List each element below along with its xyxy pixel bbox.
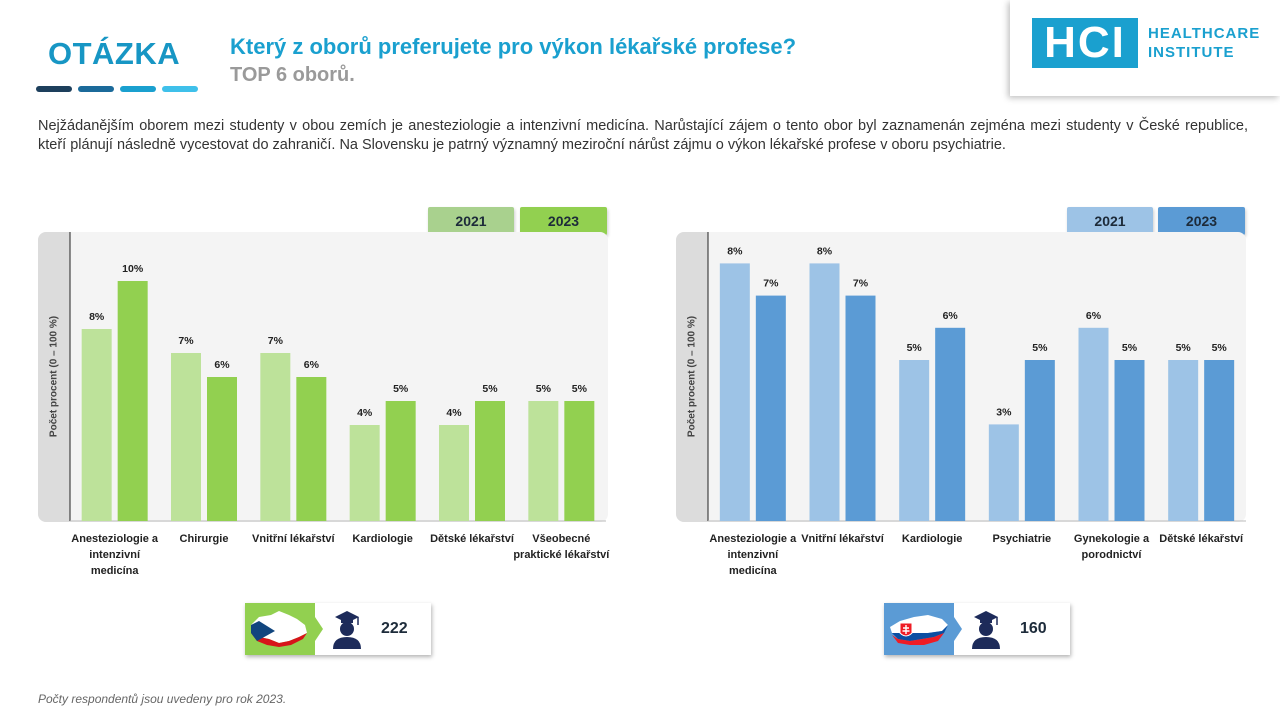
data-label-cz-2021-3: 4% <box>357 407 373 419</box>
bar-cz-2021-3 <box>349 425 380 521</box>
category-label-cz-3: Kardiologie <box>352 533 413 545</box>
respondents-sk: 160 <box>884 603 1070 655</box>
bar-cz-2023-5 <box>564 401 595 521</box>
category-label-cz-2: Vnitřní lékařství <box>252 533 335 545</box>
bar-sk-2021-4 <box>1078 327 1109 521</box>
logo-text: HEALTHCARE INSTITUTE <box>1148 24 1260 62</box>
graduate-student-icon <box>954 611 1000 649</box>
bar-cz-2021-4 <box>439 425 469 521</box>
slovakia-map-icon <box>884 603 954 655</box>
bar-sk-2021-5 <box>1168 360 1199 521</box>
bar-sk-2023-2 <box>935 327 966 521</box>
logo: HCI HEALTHCARE INSTITUTE <box>1010 0 1280 96</box>
respondent-count-sk: 160 <box>1020 620 1047 637</box>
chart-sk-axis-band <box>676 232 708 522</box>
data-label-sk-2021-1: 8% <box>817 245 833 257</box>
data-label-sk-2023-2: 6% <box>943 310 959 322</box>
bar-cz-2021-1 <box>171 353 201 521</box>
czech-republic-map-icon <box>245 603 315 655</box>
data-label-cz-2021-4: 4% <box>446 407 462 419</box>
page-subtitle: TOP 6 oborů. <box>230 64 355 86</box>
heading-decoration <box>36 86 201 92</box>
question-heading: OTÁZKA <box>48 36 181 71</box>
graduate-student-icon <box>315 603 361 655</box>
bar-cz-2023-2 <box>296 377 327 521</box>
legend-sk-2021: 2021 <box>1067 207 1153 235</box>
bar-cz-2023-0 <box>117 281 148 521</box>
bar-sk-2023-5 <box>1204 360 1235 521</box>
category-label-cz-5: Všeobecné praktické lékařství <box>513 533 610 561</box>
bar-sk-2023-4 <box>1114 360 1145 521</box>
bar-sk-2021-0 <box>719 263 750 521</box>
footnote: Počty respondentů jsou uvedeny pro rok 2… <box>38 692 287 706</box>
data-label-cz-2023-5: 5% <box>572 383 588 395</box>
bar-sk-2021-2 <box>899 360 930 521</box>
data-label-sk-2023-4: 5% <box>1122 342 1138 354</box>
bar-cz-2023-4 <box>475 401 505 521</box>
bar-cz-2021-0 <box>81 329 112 521</box>
category-label-sk-0: Anesteziologie a intenzivní medicína <box>709 533 797 577</box>
data-label-sk-2023-0: 7% <box>763 278 779 290</box>
bar-cz-2021-5 <box>528 401 559 521</box>
bar-cz-2023-3 <box>385 401 416 521</box>
bar-sk-2021-3 <box>988 424 1019 521</box>
data-label-cz-2021-5: 5% <box>536 383 552 395</box>
bar-sk-2023-1 <box>845 295 876 521</box>
data-label-cz-2023-0: 10% <box>122 263 144 275</box>
data-label-cz-2023-2: 6% <box>304 359 320 371</box>
data-label-cz-2023-1: 6% <box>214 359 230 371</box>
intro-text: Nejžádanějším oborem mezi studenty v obo… <box>38 118 1248 153</box>
respondents-cz: 222 <box>245 603 431 655</box>
logo-mark: HCI <box>1032 18 1138 68</box>
data-label-sk-2023-5: 5% <box>1212 342 1228 354</box>
bar-sk-2021-1 <box>809 263 840 521</box>
category-label-cz-1: Chirurgie <box>179 533 229 545</box>
page-title: Který z oborů preferujete pro výkon léka… <box>230 34 797 59</box>
category-label-cz-4: Dětské lékařství <box>430 533 514 545</box>
category-label-sk-5: Dětské lékařství <box>1159 533 1244 545</box>
category-label-cz-0: Anesteziologie a intenzivní medicína <box>71 533 159 577</box>
data-label-sk-2021-3: 3% <box>996 406 1012 418</box>
legend-sk-2023: 2023 <box>1158 207 1245 235</box>
chart-cz-axis-band <box>38 232 70 522</box>
data-label-cz-2023-3: 5% <box>393 383 409 395</box>
bar-cz-2023-1 <box>207 377 237 521</box>
category-label-sk-1: Vnitřní lékařství <box>801 533 884 545</box>
category-label-sk-4: Gynekologie a porodnictví <box>1073 533 1150 561</box>
bar-cz-2021-2 <box>260 353 291 521</box>
data-label-cz-2021-2: 7% <box>268 335 284 347</box>
respondent-count-cz: 222 <box>381 620 408 637</box>
category-label-sk-2: Kardiologie <box>901 533 963 545</box>
category-label-sk-3: Psychiatrie <box>992 533 1052 545</box>
data-label-sk-2023-1: 7% <box>853 278 869 290</box>
logo-line-2: INSTITUTE <box>1148 44 1235 61</box>
legend-cz-2021: 2021 <box>428 207 514 235</box>
data-label-cz-2021-1: 7% <box>178 335 194 347</box>
data-label-sk-2021-5: 5% <box>1176 342 1192 354</box>
logo-line-1: HEALTHCARE <box>1148 25 1261 42</box>
bar-sk-2023-0 <box>755 295 786 521</box>
data-label-sk-2021-4: 6% <box>1086 310 1102 322</box>
data-label-cz-2021-0: 8% <box>89 311 105 323</box>
data-label-sk-2021-0: 8% <box>727 245 743 257</box>
data-label-sk-2021-2: 5% <box>907 342 923 354</box>
data-label-sk-2023-3: 5% <box>1032 342 1048 354</box>
legend-cz-2023: 2023 <box>520 207 607 235</box>
data-label-cz-2023-4: 5% <box>482 383 498 395</box>
bar-sk-2023-3 <box>1024 360 1055 521</box>
